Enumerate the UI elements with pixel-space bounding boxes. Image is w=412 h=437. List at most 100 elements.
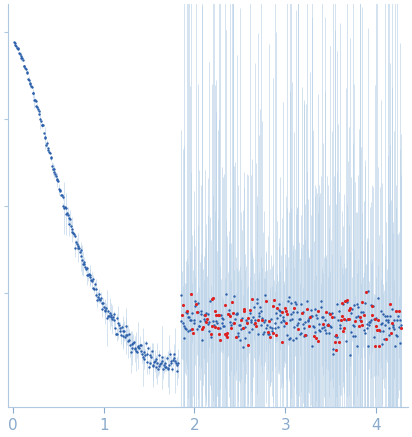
- Point: [393, 308, 400, 315]
- Point: [204, 320, 211, 327]
- Point: [183, 325, 190, 332]
- Point: [288, 310, 294, 317]
- Point: [89, 277, 95, 284]
- Point: [306, 315, 312, 322]
- Point: [52, 170, 59, 177]
- Point: [27, 80, 34, 87]
- Point: [224, 329, 231, 336]
- Point: [394, 316, 401, 323]
- Point: [225, 311, 232, 318]
- Point: [259, 314, 266, 321]
- Point: [374, 327, 380, 334]
- Point: [252, 319, 259, 326]
- Point: [15, 46, 21, 53]
- Point: [312, 305, 318, 312]
- Point: [78, 253, 84, 260]
- Point: [234, 330, 241, 337]
- Point: [317, 327, 323, 334]
- Point: [189, 325, 195, 332]
- Point: [296, 330, 303, 337]
- Point: [337, 322, 344, 329]
- Point: [332, 331, 339, 338]
- Point: [282, 319, 289, 326]
- Point: [101, 306, 108, 313]
- Point: [373, 315, 380, 322]
- Point: [17, 55, 24, 62]
- Point: [57, 188, 63, 195]
- Point: [19, 56, 26, 63]
- Point: [240, 343, 246, 350]
- Point: [61, 203, 68, 210]
- Point: [145, 364, 152, 371]
- Point: [392, 332, 399, 339]
- Point: [281, 318, 288, 325]
- Point: [289, 336, 296, 343]
- Point: [288, 300, 295, 307]
- Point: [75, 243, 82, 250]
- Point: [290, 308, 297, 315]
- Point: [362, 300, 369, 307]
- Point: [45, 146, 52, 153]
- Point: [253, 296, 260, 303]
- Point: [74, 244, 81, 251]
- Point: [113, 314, 120, 321]
- Point: [328, 323, 334, 330]
- Point: [180, 301, 187, 308]
- Point: [216, 330, 222, 337]
- Point: [325, 322, 331, 329]
- Point: [32, 97, 39, 104]
- Point: [101, 304, 107, 311]
- Point: [339, 327, 346, 334]
- Point: [282, 305, 288, 312]
- Point: [82, 266, 89, 273]
- Point: [35, 105, 41, 112]
- Point: [388, 329, 394, 336]
- Point: [88, 276, 94, 283]
- Point: [350, 333, 356, 340]
- Point: [28, 83, 34, 90]
- Point: [359, 321, 366, 328]
- Point: [397, 339, 404, 346]
- Point: [107, 311, 114, 318]
- Point: [236, 322, 242, 329]
- Point: [86, 272, 93, 279]
- Point: [199, 326, 206, 333]
- Point: [77, 247, 84, 254]
- Point: [21, 62, 28, 69]
- Point: [185, 313, 192, 320]
- Point: [68, 222, 74, 229]
- Point: [307, 313, 314, 320]
- Point: [377, 327, 383, 334]
- Point: [124, 331, 130, 338]
- Point: [309, 342, 315, 349]
- Point: [241, 305, 248, 312]
- Point: [48, 155, 55, 162]
- Point: [317, 298, 324, 305]
- Point: [344, 297, 350, 304]
- Point: [207, 298, 213, 305]
- Point: [154, 365, 161, 372]
- Point: [375, 343, 382, 350]
- Point: [389, 306, 396, 313]
- Point: [37, 115, 43, 122]
- Point: [283, 308, 290, 315]
- Point: [258, 322, 264, 329]
- Point: [332, 333, 338, 340]
- Point: [331, 339, 338, 346]
- Point: [388, 319, 395, 326]
- Point: [134, 343, 141, 350]
- Point: [175, 360, 181, 367]
- Point: [76, 244, 82, 251]
- Point: [200, 316, 207, 323]
- Point: [197, 307, 204, 314]
- Point: [353, 313, 359, 320]
- Point: [354, 343, 360, 350]
- Point: [367, 319, 373, 326]
- Point: [285, 298, 291, 305]
- Point: [141, 349, 147, 356]
- Point: [102, 308, 109, 315]
- Point: [169, 366, 176, 373]
- Point: [212, 308, 218, 315]
- Point: [158, 354, 165, 361]
- Point: [83, 265, 90, 272]
